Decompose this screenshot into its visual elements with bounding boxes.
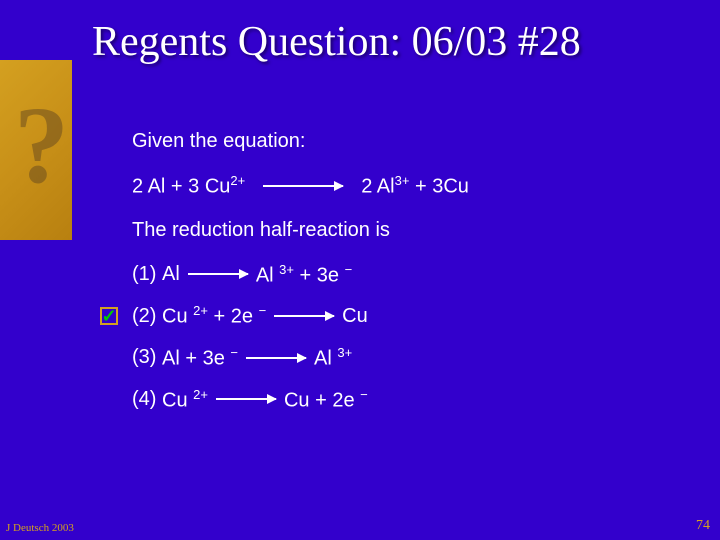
eq-rhs-pre: 2 Al — [361, 176, 394, 198]
option-1-num: (1) — [132, 263, 156, 286]
option-4-left: Cu 2+ — [162, 387, 208, 413]
arrow-icon — [216, 398, 276, 400]
footer-credit: J Deutsch 2003 — [6, 522, 74, 534]
option-1: (1) Al Al 3+ + 3e − — [132, 262, 692, 288]
opt4-l-pre: Cu — [162, 389, 193, 411]
option-3-right: Al 3+ — [314, 345, 352, 371]
prompt-line-1: Given the equation: — [132, 130, 692, 153]
eq-lhs-sup: 2+ — [230, 173, 245, 188]
eq-rhs-post: + 3Cu — [409, 176, 468, 198]
checkmark-icon — [100, 307, 118, 325]
option-2-num: (2) — [132, 305, 156, 328]
opt2-l-sup2: − — [259, 303, 267, 318]
option-2-right: Cu — [342, 305, 368, 328]
option-4: (4) Cu 2+ Cu + 2e − — [132, 387, 692, 413]
opt1-r-sup2: − — [345, 262, 353, 277]
option-3-left: Al + 3e − — [162, 345, 238, 371]
arrow-icon — [274, 315, 334, 317]
opt3-r-sup: 3+ — [337, 345, 352, 360]
equation-rhs: 2 Al3+ + 3Cu — [361, 173, 469, 199]
arrow-icon — [188, 273, 248, 275]
opt4-l-sup: 2+ — [193, 387, 208, 402]
slide-body: Given the equation: 2 Al + 3 Cu2+ 2 Al3+… — [132, 130, 692, 428]
opt3-l-pre: Al + 3e — [162, 348, 230, 370]
option-4-num: (4) — [132, 388, 156, 411]
slide-title: Regents Question: 06/03 #28 — [92, 18, 581, 66]
opt2-l-pre: Cu — [162, 306, 193, 328]
eq-rhs-sup: 3+ — [395, 173, 410, 188]
option-1-left: Al — [162, 263, 180, 286]
option-4-right: Cu + 2e − — [284, 387, 368, 413]
opt1-r-sup: 3+ — [279, 262, 294, 277]
opt1-r-pre: Al — [256, 264, 279, 286]
prompt-line-2: The reduction half-reaction is — [132, 219, 692, 242]
opt1-r-post: + 3e — [294, 264, 345, 286]
arrow-icon — [246, 357, 306, 359]
opt4-r-pre: Cu + 2e — [284, 389, 360, 411]
opt3-l-sup: − — [230, 345, 238, 360]
equation-lhs: 2 Al + 3 Cu2+ — [132, 173, 245, 199]
option-2-left: Cu 2+ + 2e − — [162, 303, 266, 329]
opt2-l-sup: 2+ — [193, 303, 208, 318]
main-equation: 2 Al + 3 Cu2+ 2 Al3+ + 3Cu — [132, 173, 692, 199]
slide-number: 74 — [696, 518, 710, 534]
arrow-icon — [263, 185, 343, 187]
opt4-r-sup: − — [360, 387, 368, 402]
question-mark-graphic: ? — [14, 90, 69, 200]
option-3-num: (3) — [132, 346, 156, 369]
eq-lhs-text: 2 Al + 3 Cu — [132, 176, 230, 198]
option-3: (3) Al + 3e − Al 3+ — [132, 345, 692, 371]
option-1-right: Al 3+ + 3e − — [256, 262, 352, 288]
opt2-l-post: + 2e — [208, 306, 259, 328]
option-2: (2) Cu 2+ + 2e − Cu — [132, 303, 692, 329]
opt3-r-pre: Al — [314, 348, 337, 370]
